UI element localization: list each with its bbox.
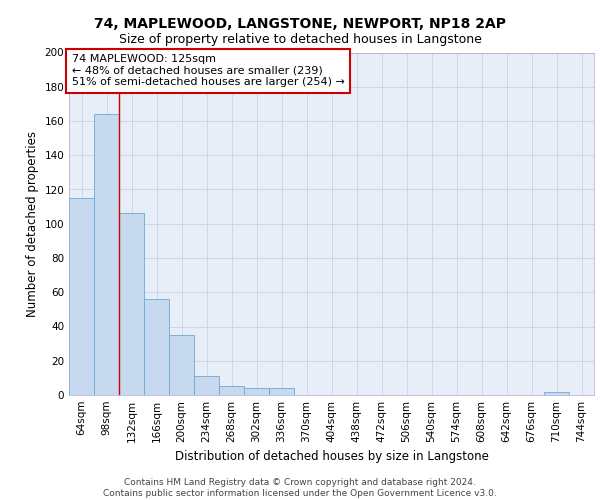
Bar <box>544 392 569 395</box>
Bar <box>69 198 94 395</box>
Bar <box>94 114 119 395</box>
Y-axis label: Number of detached properties: Number of detached properties <box>26 130 39 317</box>
Text: 74 MAPLEWOOD: 125sqm
← 48% of detached houses are smaller (239)
51% of semi-deta: 74 MAPLEWOOD: 125sqm ← 48% of detached h… <box>71 54 344 88</box>
Text: Size of property relative to detached houses in Langstone: Size of property relative to detached ho… <box>119 32 481 46</box>
Bar <box>169 335 194 395</box>
Text: Contains HM Land Registry data © Crown copyright and database right 2024.
Contai: Contains HM Land Registry data © Crown c… <box>103 478 497 498</box>
Bar <box>119 214 144 395</box>
Bar <box>269 388 294 395</box>
Bar <box>244 388 269 395</box>
Bar <box>219 386 244 395</box>
X-axis label: Distribution of detached houses by size in Langstone: Distribution of detached houses by size … <box>175 450 488 464</box>
Bar <box>144 299 169 395</box>
Text: 74, MAPLEWOOD, LANGSTONE, NEWPORT, NP18 2AP: 74, MAPLEWOOD, LANGSTONE, NEWPORT, NP18 … <box>94 18 506 32</box>
Bar <box>194 376 219 395</box>
